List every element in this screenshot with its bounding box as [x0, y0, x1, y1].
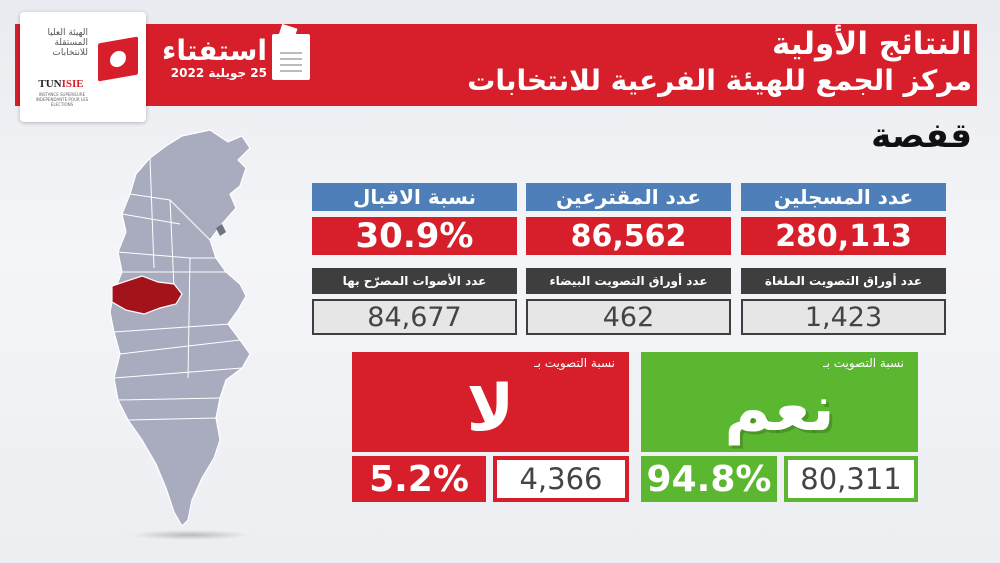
logo-french-text: INSTANCE SUPERIEURE INDEPENDANTE POUR LE…	[35, 92, 89, 107]
ballot-box-icon	[272, 34, 310, 80]
blank-label: عدد أوراق التصويت البيضاء	[526, 268, 731, 294]
referendum-word: استفتاء	[162, 34, 267, 67]
tunisia-map-icon	[109, 129, 251, 527]
no-percent: 5.2%	[352, 456, 486, 502]
logo-acronym: TUNISIE	[26, 78, 96, 90]
page-title: النتائج الأولية	[771, 26, 972, 62]
registered-label: عدد المسجلين	[741, 183, 946, 211]
header-bar	[15, 24, 977, 106]
no-caption: نسبة التصويت بـ	[534, 356, 615, 370]
logo-arabic-text: الهيئة العليا المستقلة للانتخابات	[47, 28, 88, 58]
cancelled-value: 1,423	[741, 299, 946, 335]
voters-label: عدد المقترعين	[526, 183, 731, 211]
yes-count: 80,311	[784, 456, 918, 502]
yes-panel: نسبة التصويت بـ نعم	[641, 352, 918, 452]
valid-label: عدد الأصوات المصرّح بها	[312, 268, 517, 294]
valid-value: 84,677	[312, 299, 517, 335]
yes-word: نعم	[724, 372, 835, 446]
isie-logo: الهيئة العليا المستقلة للانتخابات TUNISI…	[20, 12, 146, 122]
region-name: قفصة	[871, 116, 972, 156]
voters-value: 86,562	[526, 217, 731, 255]
no-word: لا	[466, 372, 515, 446]
no-count: 4,366	[493, 456, 629, 502]
registered-value: 280,113	[741, 217, 946, 255]
turnout-value: 30.9%	[312, 216, 517, 256]
turnout-label: نسبة الاقبال	[312, 183, 517, 211]
tunisia-flag-icon	[98, 36, 138, 82]
logo-acronym-prefix: TUN	[38, 78, 62, 90]
yes-caption: نسبة التصويت بـ	[823, 356, 904, 370]
no-panel: نسبة التصويت بـ لا	[352, 352, 629, 452]
referendum-date: 25 جويلية 2022	[170, 66, 267, 80]
map-shadow	[130, 530, 250, 540]
logo-acronym-main: ISIE	[61, 78, 84, 90]
page-subtitle: مركز الجمع للهيئة الفرعية للانتخابات	[467, 64, 972, 97]
cancelled-label: عدد أوراق التصويت الملغاة	[741, 268, 946, 294]
yes-percent: 94.8%	[641, 456, 777, 502]
blank-value: 462	[526, 299, 731, 335]
